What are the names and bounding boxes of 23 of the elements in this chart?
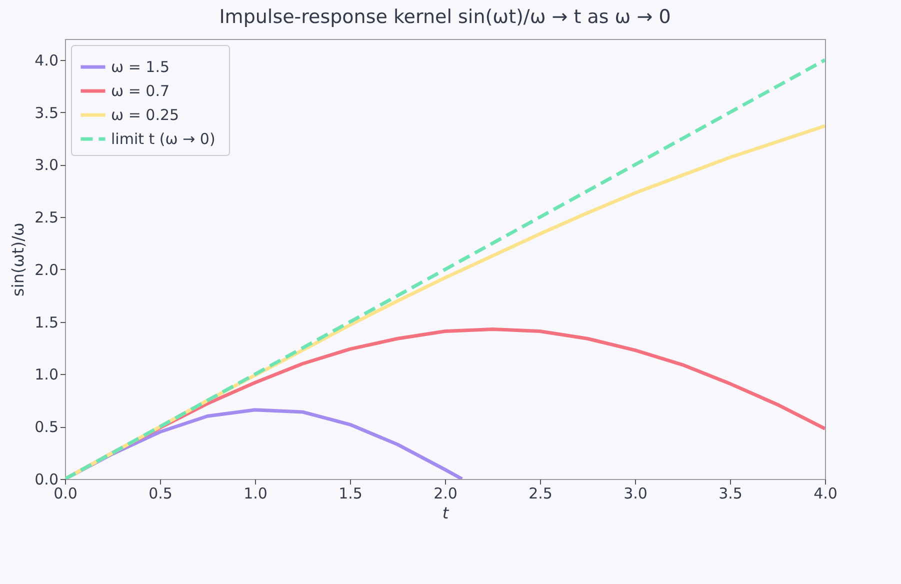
x-tick-label: 2.0 [434, 484, 458, 502]
y-axis-title: sin(ωt)/ω [8, 222, 28, 296]
chart-title: Impulse-response kernel sin(ωt)/ω → t as ω → 0 [219, 6, 671, 28]
y-tick-label: 1.0 [34, 366, 58, 384]
x-tick-label: 1.0 [244, 484, 268, 502]
y-tick-label: 2.0 [34, 260, 58, 279]
y-tick-label: 3.5 [34, 104, 58, 122]
x-tick-label: 2.5 [528, 484, 552, 502]
legend-label: ω = 0.7 [111, 82, 170, 100]
y-tick-label: 1.5 [34, 313, 58, 332]
x-tick-label: 3.5 [718, 484, 742, 502]
x-tick-label: 4.0 [814, 484, 838, 502]
legend-label: ω = 0.25 [111, 106, 180, 124]
legend-label: ω = 1.5 [111, 58, 170, 76]
y-tick-label: 3.0 [34, 156, 58, 174]
y-tick-label: 2.5 [34, 208, 58, 227]
x-tick-label: 0.5 [148, 484, 172, 502]
x-tick-label: 1.5 [338, 484, 362, 502]
x-axis-title: t [442, 504, 450, 522]
legend-label: limit t (ω → 0) [111, 130, 216, 148]
y-tick-label: 4.0 [34, 51, 58, 70]
x-tick-label: 3.0 [624, 484, 648, 502]
y-tick-label: 0.5 [34, 418, 58, 436]
